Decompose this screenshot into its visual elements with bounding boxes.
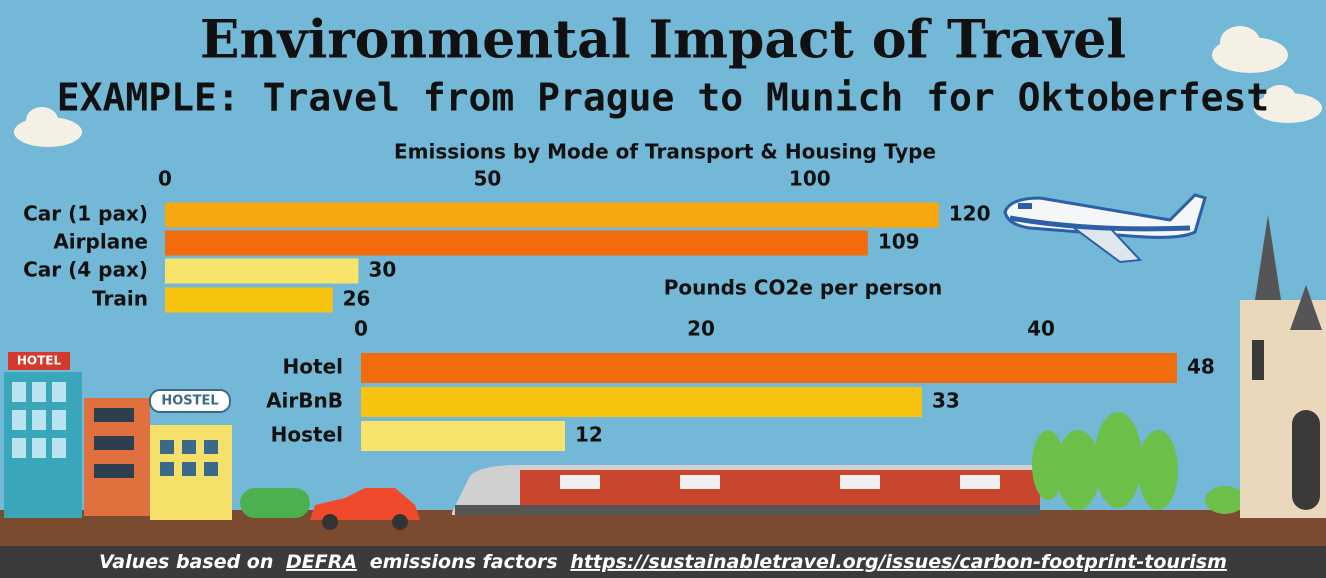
trees [1032,412,1245,514]
footer: Values based on DEFRA emissions factors … [99,551,1227,573]
car [310,488,420,530]
data-label: 30 [368,258,396,282]
data-label: 109 [878,230,920,254]
x-tick-label: 40 [1027,317,1055,341]
clouds [14,26,1322,147]
data-label: 33 [932,389,960,413]
svg-text:HOSTEL: HOSTEL [161,394,218,409]
y-tick-label: Hotel [283,355,343,379]
y-tick-label: Train [92,287,148,311]
bar [361,421,565,451]
church [1240,215,1326,518]
airplane [1003,193,1207,264]
svg-text:HOTEL: HOTEL [17,354,62,368]
data-label: 26 [343,287,371,311]
x-tick-label: 0 [354,317,368,341]
bar [165,230,868,256]
x-tick-label: 50 [473,167,501,191]
y-tick-label: AirBnB [266,389,343,413]
x-axis-label: Pounds CO2e per person [664,276,943,300]
footer-bar [0,546,1326,578]
subtitle: EXAMPLE: Travel from Prague to Munich fo… [57,76,1270,120]
bar [165,202,939,228]
y-tick-label: Car (1 pax) [23,202,148,226]
footer-source[interactable]: DEFRA [286,551,357,573]
footer-prefix: Values based on [99,551,273,573]
footer-middle: emissions factors [370,551,558,573]
data-label: 48 [1187,355,1215,379]
y-tick-label: Hostel [271,423,343,447]
y-tick-label: Airplane [53,230,148,254]
data-label: 120 [949,202,991,226]
chart-title: Emissions by Mode of Transport & Housing… [394,140,936,164]
data-label: 12 [575,423,603,447]
x-tick-label: 100 [789,167,831,191]
footer-url[interactable]: https://sustainabletravel.org/issues/car… [570,551,1227,573]
bar [361,353,1177,383]
bar [165,258,359,284]
buildings: HOTEL HOSTEL [4,352,310,520]
x-tick-label: 20 [687,317,715,341]
x-tick-label: 0 [158,167,172,191]
bar [361,387,922,417]
train [452,465,1040,515]
bar [165,287,333,313]
title: Environmental Impact of Travel [200,10,1126,71]
y-tick-label: Car (4 pax) [23,258,148,282]
